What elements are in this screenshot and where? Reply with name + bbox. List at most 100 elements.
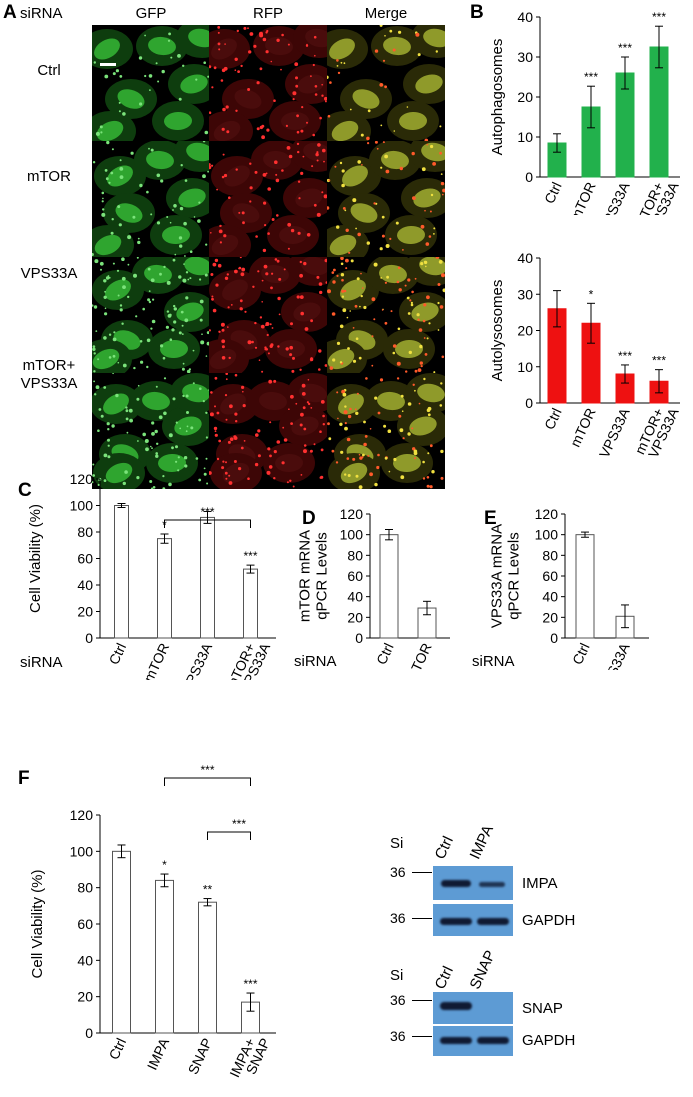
vps33a-mrna-chart: 0 20 40 60 80 100 120 VPS33A mRNA qPCR Levels Ctr… bbox=[472, 506, 649, 670]
blot2-lane-snap: SNAP bbox=[466, 947, 500, 992]
autolysosome-ytick-label-1: 10 bbox=[517, 359, 533, 375]
viability-c-ytick-label-3: 60 bbox=[77, 551, 93, 567]
autophagosome-category-label-1-0: mTOR bbox=[567, 180, 599, 215]
viability-c-ytick-label-1: 20 bbox=[77, 604, 93, 620]
viability-f-bracket-label-1: *** bbox=[232, 817, 246, 831]
panel-d-label: D bbox=[302, 508, 316, 529]
autophagosome-significance-1: *** bbox=[584, 70, 598, 84]
blot2-mw-1: 36 bbox=[390, 992, 406, 1008]
panel-a-sirna-label: siRNA bbox=[20, 5, 63, 22]
mtor-mrna-category-label-1-0: mTOR bbox=[403, 641, 435, 670]
autolysosome-significance-1: * bbox=[589, 287, 594, 301]
autophagosome-ylabel-0: Autophagosomes bbox=[489, 39, 506, 156]
viability-f-category-label-0-0: Ctrl bbox=[106, 1036, 130, 1063]
viability-f-category-label-2-0: SNAP bbox=[185, 1036, 216, 1077]
vps33a-mrna-category-label-0-0: Ctrl bbox=[569, 641, 593, 668]
panel-c-label: C bbox=[18, 480, 32, 501]
autophagosome-chart: 0 10 20 30 40 Autophagosomes *** *** *** Ctrl mTOR… bbox=[489, 9, 682, 215]
viability-f-ytick-label-3: 60 bbox=[77, 916, 93, 932]
viability-c-ytick-label-4: 80 bbox=[77, 524, 93, 540]
autophagosome-category-label-2-0: VPS33A bbox=[596, 179, 633, 215]
mtor-mrna-xlabel: siRNA bbox=[294, 653, 337, 670]
blot2-mw-2: 36 bbox=[390, 1028, 406, 1044]
viability-f-ytick-label-0: 0 bbox=[85, 1025, 93, 1041]
micrograph-vps33a-rfp bbox=[209, 257, 327, 373]
row-label-mtor: mTOR bbox=[27, 168, 71, 185]
mtor-mrna-ytick-label-6: 120 bbox=[340, 506, 364, 522]
blot2-label-snap: SNAP bbox=[522, 1000, 563, 1017]
autophagosome-ytick-label-4: 40 bbox=[517, 9, 533, 25]
autolysosome-category-label-2-0: VPS33A bbox=[596, 405, 633, 460]
vps33a-mrna-ytick-label-0: 0 bbox=[550, 630, 558, 646]
viability-f-bracket-1 bbox=[207, 831, 251, 840]
viability-f-bar-2 bbox=[198, 901, 217, 1034]
mtor-mrna-ylabel-0: mTOR mRNA bbox=[297, 530, 314, 622]
viability-c-bar-0 bbox=[114, 505, 129, 639]
blot2-snap-band-strip bbox=[433, 992, 513, 1024]
viability-c-category-label-2-0: VPS33A bbox=[178, 640, 215, 680]
blot2-label-gapdh: GAPDH bbox=[522, 1032, 576, 1049]
col-title-rfp: RFP bbox=[253, 5, 283, 22]
blot1-impa-band-strip bbox=[433, 866, 513, 900]
viability-c-bar-1 bbox=[157, 538, 172, 639]
viability-c-ytick-label-5: 100 bbox=[70, 498, 94, 514]
micrograph-mtor-vps33a-merge bbox=[327, 373, 445, 489]
mtor-mrna-bar-0 bbox=[379, 534, 399, 639]
vps33a-mrna-ylabel-1: qPCR Levels bbox=[506, 532, 523, 620]
autophagosome-ytick-label-0: 0 bbox=[525, 169, 533, 185]
viability-c-ytick-label-0: 0 bbox=[85, 630, 93, 646]
micrograph-mtor-vps33a-gfp bbox=[92, 373, 210, 489]
micrograph-mtor-gfp bbox=[92, 141, 210, 257]
blot1-label-impa: IMPA bbox=[522, 875, 558, 892]
micrograph-vps33a-merge bbox=[327, 257, 445, 373]
viability-c-bracket-0 bbox=[164, 519, 251, 528]
col-title-gfp: GFP bbox=[135, 5, 167, 22]
autolysosome-significance-2: *** bbox=[618, 349, 632, 363]
blot1-si-label: Si bbox=[390, 835, 404, 852]
col-title-merge: Merge bbox=[364, 5, 408, 22]
vps33a-mrna-ytick-label-3: 60 bbox=[542, 568, 558, 584]
blot2-lane-ctrl: Ctrl bbox=[431, 963, 457, 992]
micrograph-ctrl-rfp bbox=[209, 25, 327, 141]
viability-c-bar-2 bbox=[200, 516, 215, 639]
autolysosome-ylabel-0: Autolysosomes bbox=[489, 280, 506, 382]
autolysosome-ytick-label-4: 40 bbox=[517, 250, 533, 266]
mtor-mrna-ytick-label-0: 0 bbox=[355, 630, 363, 646]
autolysosome-category-label-0-0: Ctrl bbox=[541, 406, 565, 433]
blot1-mw-1: 36 bbox=[390, 864, 406, 880]
viability-c-ytick-label-6: 120 bbox=[70, 471, 94, 487]
viability-c-bracket-label-0: *** bbox=[200, 505, 214, 519]
vps33a-mrna-bar-0 bbox=[575, 534, 595, 639]
mtor-mrna-ylabel-1: qPCR Levels bbox=[314, 532, 331, 620]
vps33a-mrna-ytick-label-4: 80 bbox=[542, 547, 558, 563]
viability-c-significance-3: *** bbox=[243, 549, 257, 563]
viability-f-ytick-label-4: 80 bbox=[77, 880, 93, 896]
vps33a-mrna-ytick-label-6: 120 bbox=[535, 506, 559, 522]
blot1-mw-2: 36 bbox=[390, 910, 406, 926]
autophagosome-category-label-0-0: Ctrl bbox=[541, 180, 565, 207]
mtor-mrna-ytick-label-5: 100 bbox=[340, 527, 364, 543]
viability-f-bracket-label-0: *** bbox=[200, 763, 214, 777]
viability-f-bar-1 bbox=[155, 879, 174, 1034]
blot1-label-gapdh: GAPDH bbox=[522, 912, 576, 929]
blot2-gapdh-band-strip bbox=[433, 1026, 513, 1056]
row-label-vps33a: VPS33A bbox=[20, 265, 78, 282]
vps33a-mrna-ylabel-0: VPS33A mRNA bbox=[489, 524, 506, 628]
viability-f-ylabel-0: Cell Viability (%) bbox=[29, 870, 46, 979]
viability-f-ytick-label-6: 120 bbox=[70, 807, 94, 823]
viability-f-ytick-label-2: 40 bbox=[77, 952, 93, 968]
panel-a-label: A bbox=[3, 2, 17, 23]
autophagosome-ytick-label-3: 30 bbox=[517, 49, 533, 65]
autophagosome-ytick-label-1: 10 bbox=[517, 129, 533, 145]
micrograph-mtor-merge bbox=[327, 141, 445, 257]
blot1-lane-ctrl: Ctrl bbox=[431, 833, 457, 862]
autolysosome-significance-3: *** bbox=[652, 354, 666, 368]
viability-f-category-label-1-0: IMPA bbox=[144, 1035, 173, 1072]
autolysosome-category-label-1-0: mTOR bbox=[567, 406, 599, 450]
row-label-ctrl: Ctrl bbox=[37, 62, 61, 79]
viability-c-category-label-1-0: mTOR bbox=[140, 641, 172, 680]
viability-c-ylabel-0: Cell Viability (%) bbox=[27, 504, 44, 613]
blot1-gapdh-band-strip bbox=[433, 904, 513, 936]
